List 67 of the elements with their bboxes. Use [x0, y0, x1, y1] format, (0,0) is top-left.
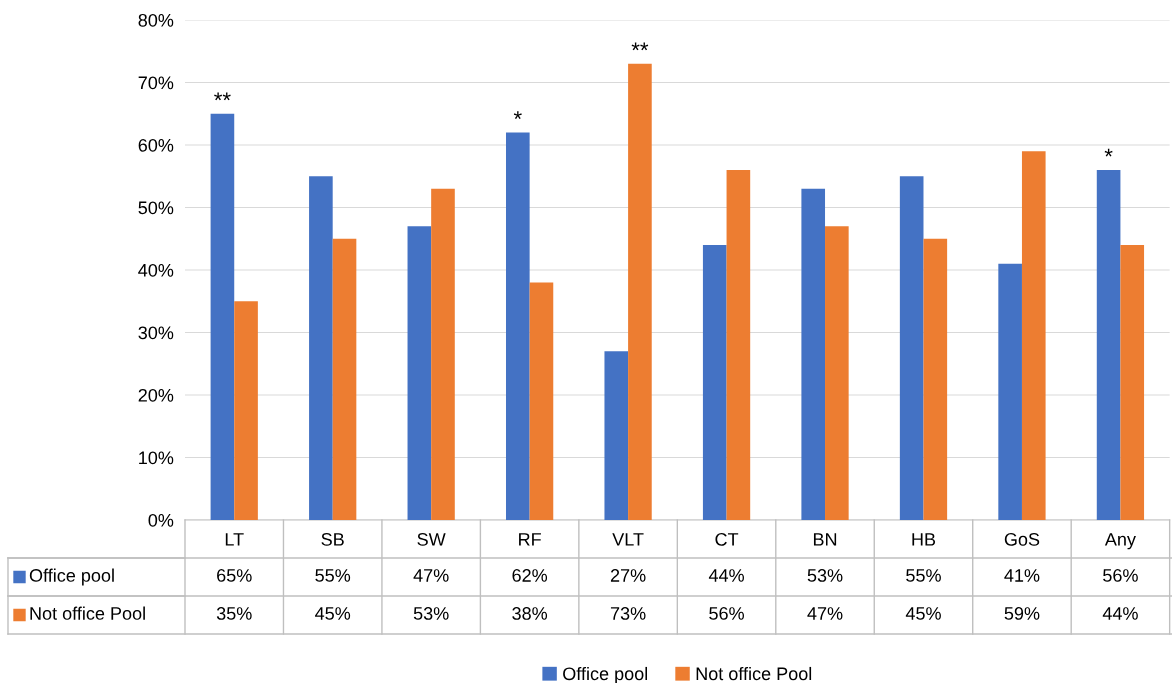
y-tick-label: 60% [138, 138, 174, 152]
legend-label: Not office Pool [30, 606, 145, 620]
x-tick-label: BN [813, 533, 837, 546]
y-tick-label: 70% [138, 76, 174, 90]
bar [1021, 151, 1046, 520]
data-label: 62% [512, 569, 548, 582]
bar [407, 226, 432, 520]
bar [332, 238, 357, 520]
bar [210, 113, 235, 520]
bar [1120, 245, 1145, 520]
bar [702, 245, 727, 520]
annotation: * [1104, 148, 1113, 157]
x-tick-label: GoS [1004, 532, 1040, 546]
bar [899, 176, 924, 520]
data-label: 59% [1004, 607, 1040, 620]
y-tick-label: 40% [138, 263, 174, 277]
x-tick-label: VLT [612, 533, 644, 546]
bar [726, 170, 751, 520]
data-label: 45% [315, 607, 351, 620]
y-tick-label: 10% [139, 451, 174, 465]
x-tick-label: Any [1104, 533, 1136, 550]
y-tick-label: 50% [138, 201, 174, 215]
data-label: 47% [807, 607, 843, 620]
y-tick-label: 0% [148, 513, 174, 527]
x-tick-label: SB [321, 532, 344, 546]
data-label: 56% [1103, 569, 1138, 582]
data-label: 44% [1102, 607, 1138, 620]
text: Not office Pool [696, 666, 812, 681]
y-tick-label: 20% [138, 388, 174, 402]
data-label: 55% [906, 569, 941, 582]
bar [431, 188, 455, 520]
annotation: * [513, 111, 522, 120]
bar [998, 263, 1022, 520]
x-tick-label: RF [519, 533, 541, 546]
data-label: 53% [413, 607, 449, 620]
data-label: 27% [610, 569, 646, 582]
y-tick-label: 80% [138, 13, 174, 27]
x-tick-label: SW [417, 532, 446, 546]
data-label: 65% [217, 569, 252, 582]
data-label: 41% [1004, 569, 1040, 582]
bar [801, 188, 826, 520]
bar [628, 63, 652, 520]
bar [234, 301, 258, 520]
bar [1096, 170, 1121, 520]
bar [825, 226, 849, 520]
data-label: 47% [413, 569, 449, 582]
bar [923, 238, 948, 520]
data-label: 56% [709, 607, 744, 620]
data-label: 55% [315, 569, 351, 582]
annotation: ** [214, 92, 231, 101]
data-label: 38% [512, 607, 548, 620]
bar [604, 351, 629, 520]
legend-label: Office pool [29, 568, 114, 586]
data-label: 73% [610, 607, 646, 620]
data-label: 35% [216, 607, 252, 620]
x-tick-label: LT [225, 533, 244, 546]
data-label: 44% [708, 569, 744, 582]
x-tick-label: CT [715, 532, 739, 546]
bar [529, 282, 554, 520]
text: Office pool [563, 666, 648, 683]
bar [506, 132, 530, 520]
x-tick-label: HB [912, 533, 936, 546]
y-tick-label: 30% [138, 326, 174, 340]
data-label: 53% [807, 569, 843, 582]
data-label: 45% [905, 607, 941, 620]
bar [309, 176, 333, 520]
annotation: ** [631, 42, 649, 51]
